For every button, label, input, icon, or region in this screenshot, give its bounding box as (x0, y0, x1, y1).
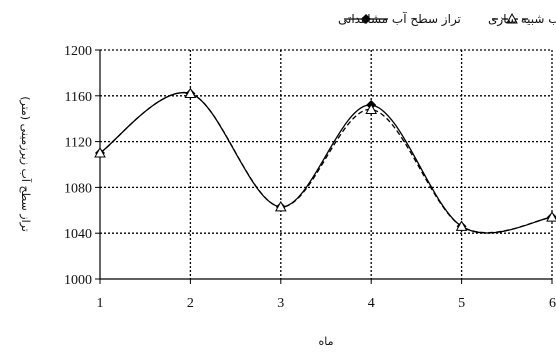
y-tick-label: 1200 (64, 44, 92, 59)
data-point-triangle (455, 220, 468, 231)
y-tick-label: 1040 (64, 227, 92, 242)
series-line-1 (99, 91, 553, 234)
data-point-triangle (365, 103, 378, 115)
legend-entry-observed: تراز سطح آب مشاهداتی (338, 11, 461, 27)
legend-simulated-triangle-icon (506, 12, 518, 24)
x-tick-label: 1 (97, 296, 104, 311)
data-point-triangle (546, 211, 556, 222)
data-point-triangle (94, 147, 106, 158)
x-tick-label: 2 (187, 296, 194, 311)
series-line-0 (99, 91, 553, 234)
legend-entry-simulated: تراز سطح آب شبیه سازی (488, 11, 556, 27)
y-tick-label: 1000 (64, 273, 92, 288)
x-tick-label: 3 (277, 296, 284, 311)
series-markers (94, 87, 556, 232)
y-tick-label: 1120 (65, 136, 92, 151)
series-lines (99, 91, 553, 234)
x-tick-label: 6 (549, 296, 556, 311)
legend-observed-label: تراز سطح آب مشاهداتی (338, 11, 461, 27)
y-axis-label: تراز سطح آب زیرزمینی (متر) (19, 96, 33, 232)
legend-simulated-label: تراز سطح آب شبیه سازی (488, 11, 556, 27)
legend: تراز سطح آب مشاهداتی تراز سطح آب شبیه سا… (338, 11, 556, 27)
y-tick-label: 1080 (64, 181, 92, 196)
x-tick-labels: 1 2 3 4 5 6 (97, 296, 556, 311)
y-tick-label: 1160 (65, 90, 92, 105)
axes (95, 49, 553, 284)
legend-observed-diamond-icon (361, 14, 371, 24)
y-tick-labels: 1000 1040 1080 1120 1160 1200 (64, 44, 92, 288)
data-point-triangle (274, 200, 287, 212)
grid-lines (100, 49, 553, 279)
x-tick-label: 5 (458, 296, 465, 311)
data-point-triangle (184, 87, 197, 99)
x-tick-label: 4 (368, 296, 375, 311)
x-axis-label: ماه (318, 335, 333, 348)
